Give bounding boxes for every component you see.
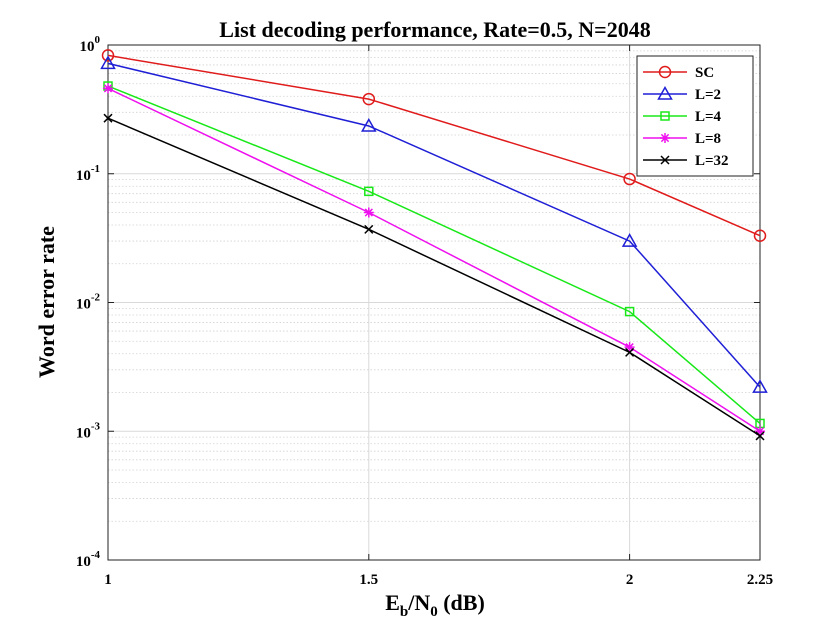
axis-ticks: 1 1.5 2 2.25 100 10-1 10-2 10-3 10-4 [76, 34, 773, 588]
legend-entry: L=2 [643, 85, 721, 103]
series-line [107, 54, 761, 237]
data-point [363, 207, 374, 218]
series-line [107, 87, 761, 432]
y-tick-label: 10-4 [76, 549, 101, 570]
series-line [107, 85, 761, 425]
series-l-2 [100, 55, 768, 393]
legend-label: SC [695, 65, 714, 81]
series-line [107, 117, 761, 437]
series-group [100, 49, 768, 441]
x-axis-label: Eb/N0 (dB) [385, 590, 485, 620]
legend-label: L=2 [695, 87, 721, 103]
data-point [362, 92, 376, 106]
y-tick-label: 10-2 [76, 292, 101, 313]
x-tick-label: 2.25 [747, 572, 773, 588]
data-point [753, 229, 767, 242]
legend-entry: SC [643, 65, 714, 81]
x-tick-label: 2 [626, 572, 634, 588]
data-point [624, 342, 635, 353]
legend-label: L=8 [695, 131, 721, 147]
legend-label: L=32 [695, 153, 729, 169]
data-point [621, 233, 638, 247]
legend-marker [660, 111, 670, 121]
y-tick-label: 100 [80, 34, 101, 55]
y-tick-label: 10-1 [76, 163, 100, 184]
legend-entry: L=8 [643, 131, 721, 147]
legend-label: L=4 [695, 109, 722, 125]
data-point [625, 347, 635, 357]
legend-marker [658, 65, 672, 79]
x-tick-label: 1.5 [359, 572, 378, 588]
y-axis-label: Word error rate [34, 226, 59, 378]
legend-marker [660, 155, 670, 165]
data-point [624, 306, 635, 317]
series-l-32 [103, 113, 765, 441]
series-line [107, 62, 761, 388]
legend-entry: L=32 [643, 153, 729, 169]
data-point [103, 113, 113, 123]
data-point [103, 83, 113, 94]
data-point [364, 186, 374, 197]
chart-title: List decoding performance, Rate=0.5, N=2… [219, 17, 650, 42]
data-point [100, 55, 116, 70]
data-point [752, 379, 768, 393]
data-point [755, 431, 765, 441]
data-point [364, 224, 374, 234]
legend-marker [657, 85, 673, 100]
data-point [361, 117, 377, 132]
y-tick-label: 10-3 [76, 420, 101, 441]
legend-entry: L=4 [643, 109, 722, 125]
series-sc [101, 49, 767, 242]
legend-marker [660, 133, 670, 143]
x-tick-label: 1 [104, 572, 112, 588]
legend: SC L=2 L=4 L=8 L=32 [636, 55, 754, 177]
data-point [755, 426, 765, 437]
data-point [623, 172, 636, 186]
data-point [101, 49, 115, 62]
series-l-8 [103, 83, 765, 437]
